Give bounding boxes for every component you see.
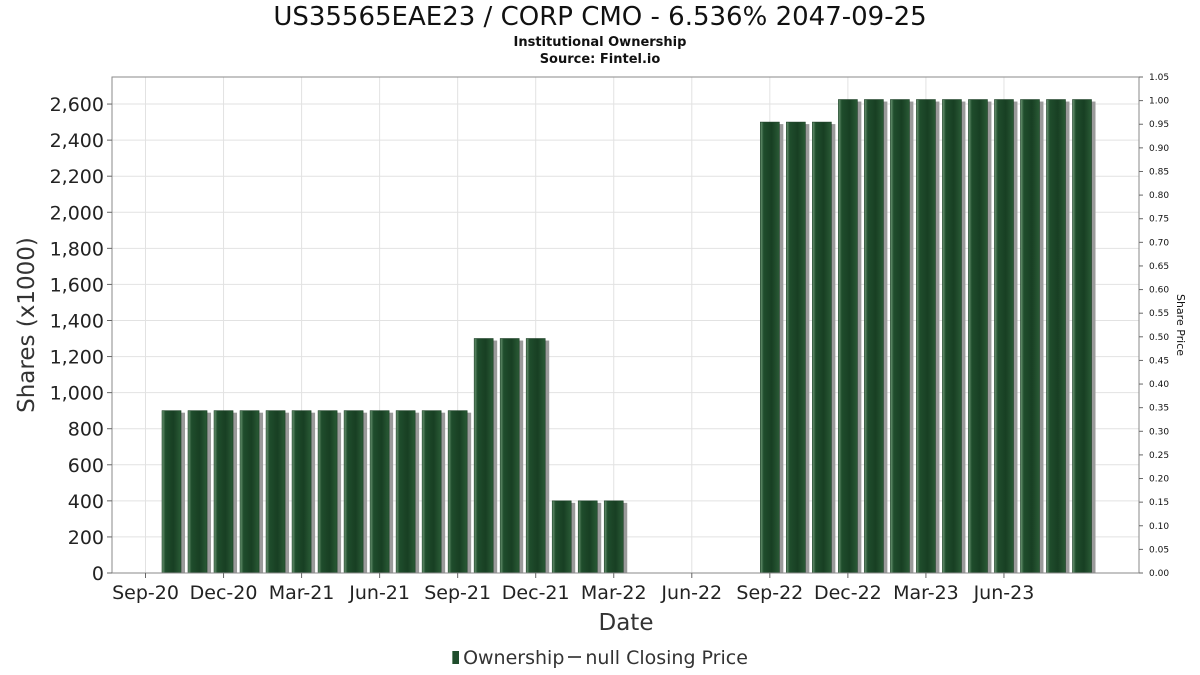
y2-tick-label: 0.80 <box>1149 191 1169 201</box>
y-tick-label: 1,200 <box>50 347 104 369</box>
ownership-bar <box>473 338 494 574</box>
ownership-bar <box>968 99 988 574</box>
ownership-bar <box>499 338 520 574</box>
ownership-bar <box>786 121 806 574</box>
y2-tick-label: 0.15 <box>1149 498 1169 508</box>
y-tick-label: 800 <box>68 419 104 441</box>
y2-tick-label: 0.05 <box>1149 545 1169 555</box>
ownership-bar <box>161 410 182 574</box>
ownership-bar <box>213 410 234 574</box>
y-axis-label: Shares (x1000) <box>14 237 40 413</box>
bar-series-ownership <box>161 99 1096 574</box>
y2-tick-label: 1.05 <box>1149 73 1169 83</box>
y2-tick-label: 0.70 <box>1149 238 1169 248</box>
y-tick-label: 0 <box>92 563 104 585</box>
ownership-bar <box>447 410 468 574</box>
legend-ownership-swatch <box>452 651 460 664</box>
y2-tick-label: 0.95 <box>1149 120 1169 130</box>
y-tick-label: 1,000 <box>50 383 104 405</box>
y2-tick-label: 0.75 <box>1149 215 1169 225</box>
x-tick-label: Dec-22 <box>814 582 882 604</box>
x-tick-label: Dec-20 <box>190 582 258 604</box>
y2-tick-label: 0.55 <box>1149 309 1169 319</box>
y-tick-label: 1,400 <box>50 310 104 332</box>
ownership-bar <box>812 121 832 574</box>
y-tick-label: 1,800 <box>50 238 104 260</box>
y2-tick-label: 0.50 <box>1149 333 1169 343</box>
ownership-bar <box>395 410 416 574</box>
ownership-bar <box>1046 99 1066 574</box>
x-tick-label: Jun-23 <box>973 582 1035 604</box>
y2-tick-label: 0.30 <box>1149 427 1169 437</box>
chart-title: US35565EAE23 / CORP CMO - 6.536% 2047-09… <box>273 2 927 32</box>
x-tick-label: Dec-21 <box>502 582 570 604</box>
x-tick-label: Jun-22 <box>660 582 722 604</box>
y2-tick-label: 1.00 <box>1149 97 1169 107</box>
chart-subtitle: Institutional Ownership <box>513 35 687 50</box>
ownership-bar <box>838 99 858 574</box>
ownership-bar <box>343 410 364 574</box>
y2-tick-label: 0.35 <box>1149 404 1169 414</box>
y-tick-label: 600 <box>68 455 104 477</box>
ownership-bar <box>421 410 442 574</box>
ownership-bar <box>942 99 962 574</box>
legend: Ownership null Closing Price <box>0 647 1200 669</box>
y2-tick-label: 0.90 <box>1149 144 1169 154</box>
ownership-bar <box>1072 99 1092 574</box>
left-axis-ticks: 0 200 400 600 800 1,000 1,200 1,400 1,600 1,800 2,… <box>50 94 112 585</box>
y-tick-label: 2,000 <box>50 202 104 224</box>
ownership-bar <box>265 410 286 574</box>
y2-tick-label: 0.10 <box>1149 522 1169 532</box>
x-tick-label: Sep-20 <box>112 582 179 604</box>
x-tick-label: Mar-22 <box>581 582 647 604</box>
y2-tick-label: 0.85 <box>1149 167 1169 177</box>
y-tick-label: 2,200 <box>50 166 104 188</box>
ownership-bar <box>551 500 572 574</box>
ownership-bar <box>187 410 208 574</box>
ownership-bar <box>317 410 338 574</box>
ownership-bar <box>291 410 312 574</box>
y-tick-label: 2,600 <box>50 94 104 116</box>
legend-price-swatch <box>568 656 582 658</box>
x-tick-label: Sep-21 <box>424 582 491 604</box>
ownership-bar <box>1020 99 1040 574</box>
ownership-bar <box>239 410 260 574</box>
y-tick-label: 200 <box>68 527 104 549</box>
x-axis-label: Date <box>599 610 654 636</box>
x-axis-ticks: Sep-20 Dec-20 Mar-21 Jun-21 Sep-21 Dec-21 Mar-… <box>112 573 1034 604</box>
ownership-bar <box>916 99 936 574</box>
y2-tick-label: 0.40 <box>1149 380 1169 390</box>
ownership-chart: 0 200 400 600 800 1,000 1,200 1,400 1,600 1,800 2,… <box>14 73 1187 636</box>
y-tick-label: 400 <box>68 491 104 513</box>
ownership-bar <box>603 500 624 574</box>
y2-tick-label: 0.45 <box>1149 356 1169 366</box>
right-axis-ticks: 0.00 0.05 0.10 0.15 0.20 0.25 0.30 0.35 0.40 0.45… <box>1139 73 1169 579</box>
ownership-bar <box>890 99 910 574</box>
y2-tick-label: 0.65 <box>1149 262 1169 272</box>
ownership-bar <box>369 410 390 574</box>
ownership-bar <box>577 500 598 574</box>
x-tick-label: Sep-22 <box>736 582 803 604</box>
y-tick-label: 2,400 <box>50 130 104 152</box>
y2-tick-label: 0.00 <box>1149 569 1169 579</box>
legend-price-label: null Closing Price <box>585 647 748 669</box>
x-tick-label: Jun-21 <box>348 582 410 604</box>
x-tick-label: Mar-23 <box>893 582 959 604</box>
y2-axis-label: Share Price <box>1174 294 1187 356</box>
y2-tick-label: 0.60 <box>1149 286 1169 296</box>
legend-ownership-label: Ownership <box>463 647 565 669</box>
ownership-bar <box>525 338 546 574</box>
y2-tick-label: 0.20 <box>1149 475 1169 485</box>
ownership-bar <box>760 121 780 574</box>
chart-source: Source: Fintel.io <box>539 52 661 67</box>
ownership-bar <box>864 99 884 574</box>
y-tick-label: 1,600 <box>50 274 104 296</box>
y2-tick-label: 0.25 <box>1149 451 1169 461</box>
plot-area <box>111 76 1140 574</box>
ownership-bar <box>994 99 1014 574</box>
x-tick-label: Mar-21 <box>269 582 335 604</box>
